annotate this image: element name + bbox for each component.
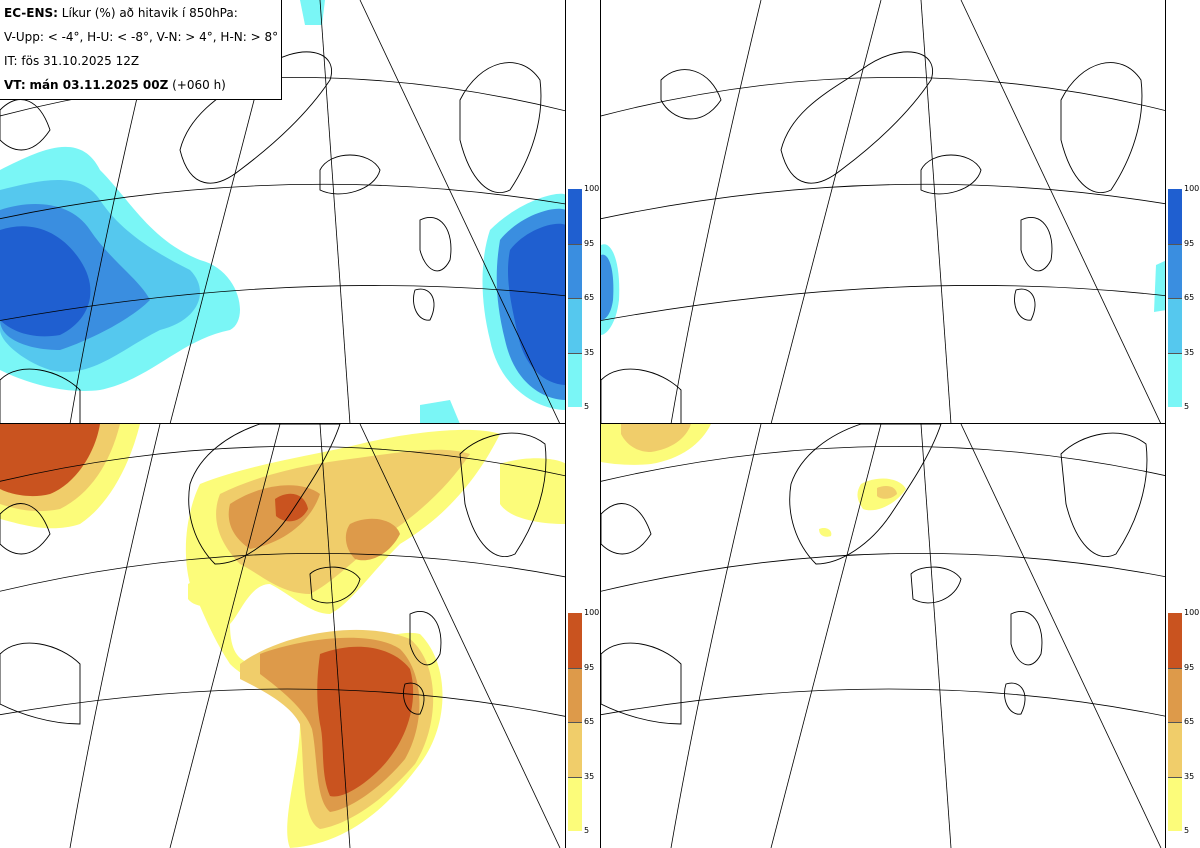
colorbar-tick-label: 95 — [584, 662, 595, 672]
header-thresholds: V-Upp: < -4°, H-U: < -8°, V-N: > 4°, H-N… — [4, 30, 279, 44]
colorbar-tick-label: 5 — [584, 826, 590, 835]
map-panel-warm-8 — [600, 424, 1166, 848]
colorbar-segment — [1168, 667, 1182, 722]
colorbar-segment — [568, 298, 582, 353]
graticule — [601, 424, 1165, 848]
graticule — [601, 0, 1165, 423]
header-title-line: EC-ENS: Líkur (%) að hitavik í 850hPa: — [4, 4, 281, 28]
header-lead: (+060 h) — [172, 78, 226, 92]
cold-4-map — [0, 0, 565, 423]
colorbar-segment — [568, 667, 582, 722]
colorbar-tickmark — [1168, 243, 1182, 245]
graticule — [0, 424, 565, 848]
colorbar-tick-label: 100 — [584, 184, 600, 193]
map-panel-cold-4 — [0, 0, 566, 424]
colorbar-tick-label: 100 — [1184, 184, 1200, 193]
colorbar-segment — [1168, 243, 1182, 298]
colorbar-tick-label: 35 — [1184, 347, 1195, 357]
colorbar-tickmark — [1168, 298, 1182, 299]
cold-8-map — [601, 0, 1165, 423]
header-init-time: IT: fös 31.10.2025 12Z — [4, 54, 140, 68]
colorbar-tick-label: 65 — [1184, 293, 1195, 302]
warm-8-map — [601, 424, 1165, 848]
cold-anomaly-shading — [601, 244, 1165, 335]
colorbar-tickmark — [1168, 667, 1182, 669]
colorbar-tick-label: 95 — [1184, 238, 1195, 248]
warm-anomaly-shading — [601, 424, 906, 537]
colorbar-tick-label: 65 — [1184, 717, 1195, 726]
header-model: EC-ENS: — [4, 6, 58, 20]
colorbar-tick-label: 65 — [584, 717, 595, 726]
colorbar-tick-label: 100 — [1184, 608, 1200, 617]
colorbar-tickmark — [568, 298, 582, 299]
colorbar-tick-label: 35 — [584, 347, 595, 357]
map-panel-warm-4 — [0, 424, 566, 848]
colorbar-tickmark — [1168, 352, 1182, 354]
colorbar-tick-label: 65 — [584, 293, 595, 302]
colorbar-tickmark — [568, 722, 582, 723]
coastlines — [601, 424, 1148, 725]
colorbar-tick-label: 95 — [584, 238, 595, 248]
colorbar-cold-8: 100 95 65 35 5 — [1168, 185, 1199, 411]
colorbar-warm-4: 100 95 65 35 5 — [568, 609, 599, 835]
colorbar-tickmark — [568, 776, 582, 778]
colorbar-segment — [1168, 613, 1182, 668]
header-valid-time: mán 03.11.2025 00Z — [29, 78, 169, 92]
colorbar-segment — [1168, 352, 1182, 407]
colorbar-segment — [568, 722, 582, 777]
colorbar-segment — [568, 243, 582, 298]
map-panel-cold-8 — [600, 0, 1166, 424]
colorbar-segment — [1168, 189, 1182, 244]
colorbar-tickmark — [1168, 722, 1182, 723]
header-title: Líkur (%) að hitavik í 850hPa: — [61, 6, 238, 20]
colorbar-tick-label: 35 — [584, 771, 595, 781]
colorbar-warm-8: 100 95 65 35 5 — [1168, 609, 1199, 835]
colorbar-tick-label: 35 — [1184, 771, 1195, 781]
colorbar-segment — [568, 352, 582, 407]
warm-anomaly-shading — [0, 424, 565, 848]
colorbar-tickmark — [568, 667, 582, 669]
coastlines — [0, 424, 547, 725]
colorbar-tickmark — [568, 243, 582, 245]
colorbar-tick-label: 5 — [584, 402, 590, 411]
colorbar-segment — [568, 776, 582, 831]
coastlines — [601, 51, 1143, 423]
colorbar-segment — [1168, 776, 1182, 831]
colorbar-tick-label: 5 — [1184, 826, 1190, 835]
colorbar-tick-label: 5 — [1184, 402, 1190, 411]
colorbar-tickmark — [1168, 776, 1182, 778]
colorbar-segment — [1168, 298, 1182, 353]
colorbar-segment — [568, 613, 582, 668]
colorbar-tick-label: 100 — [584, 608, 600, 617]
colorbar-segment — [568, 189, 582, 244]
warm-4-map — [0, 424, 565, 848]
header-valid-label: VT: — [4, 78, 26, 92]
header-valid-line: VT: mán 03.11.2025 00Z (+060 h) — [4, 76, 281, 100]
header-box: EC-ENS: Líkur (%) að hitavik í 850hPa: V… — [0, 0, 282, 100]
colorbar-tickmark — [568, 352, 582, 354]
colorbar-segment — [1168, 722, 1182, 777]
colorbar-cold-4: 100 95 65 35 5 — [568, 185, 599, 411]
colorbar-tick-label: 95 — [1184, 662, 1195, 672]
